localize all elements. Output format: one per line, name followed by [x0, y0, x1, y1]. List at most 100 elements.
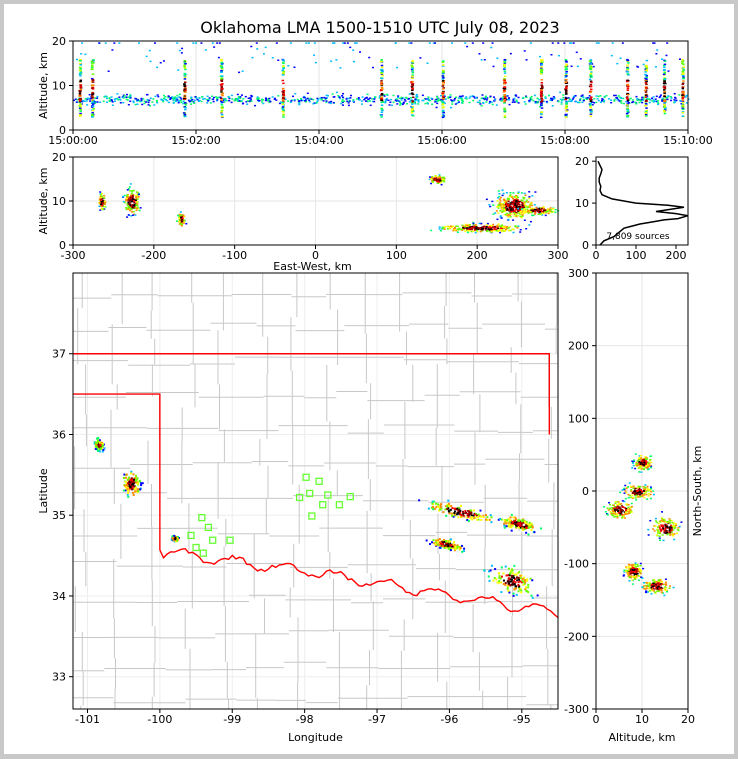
time-height-source — [220, 71, 223, 73]
time-height-source — [91, 97, 94, 99]
time-height-source — [148, 100, 150, 102]
time-height-source — [358, 97, 360, 99]
time-height-source — [508, 99, 510, 101]
ns-altitude-source — [670, 525, 672, 527]
time-height-source — [466, 46, 468, 48]
time-height-source — [245, 96, 247, 98]
time-height-source — [380, 100, 383, 102]
plan-view-source — [503, 572, 505, 574]
ns-altitude-source — [609, 511, 611, 513]
ns-altitude-source — [644, 484, 646, 486]
time-height-source — [645, 81, 648, 83]
time-height-source — [282, 74, 285, 76]
time-height-source — [663, 87, 666, 89]
time-height-source — [679, 58, 681, 60]
ew-altitude-source — [475, 224, 477, 226]
ew-altitude-source — [522, 203, 524, 205]
ns-altitude-source — [627, 510, 629, 512]
time-height-source — [256, 42, 258, 44]
plan-view-source — [463, 550, 465, 552]
time-height-source — [281, 91, 284, 93]
time-height-source — [180, 98, 182, 100]
time-height-source — [224, 100, 226, 102]
time-height-source — [600, 102, 602, 104]
ew-altitude-source — [481, 228, 483, 230]
time-height-source — [651, 100, 653, 102]
plan-view-source — [452, 547, 454, 549]
time-height-source — [396, 67, 398, 69]
plan-view-source — [439, 509, 441, 511]
time-height-source — [442, 64, 445, 66]
time-height-source — [395, 42, 397, 44]
time-height-source — [590, 76, 593, 78]
ew-altitude-source — [527, 206, 529, 208]
ew-altitude-source — [463, 228, 465, 230]
time-height-source — [172, 99, 174, 101]
time-height-source — [626, 59, 629, 61]
time-height-source — [664, 79, 667, 81]
time-height-source — [590, 67, 593, 69]
ew-altitude-source — [497, 204, 499, 206]
time-height-source — [663, 104, 666, 106]
time-height-source — [551, 98, 553, 100]
time-height-source — [666, 42, 668, 44]
time-height-source — [411, 61, 414, 63]
time-height-source — [235, 98, 237, 100]
plan-view-source — [511, 570, 513, 572]
time-height-source — [525, 103, 527, 105]
ns-altitude-source — [628, 507, 630, 509]
ns-altitude-source — [643, 464, 645, 466]
time-height-source — [675, 97, 677, 99]
time-height-source — [486, 99, 488, 101]
plan-view-source — [460, 514, 462, 516]
time-height-source — [282, 111, 285, 113]
ns-altitude-source — [643, 468, 645, 470]
ew-altitude-source — [530, 221, 532, 223]
time-height-source — [140, 99, 142, 101]
time-height-source — [92, 73, 95, 75]
time-height-source — [149, 50, 151, 52]
plan-view-source — [492, 580, 494, 582]
time-height-source — [442, 80, 445, 82]
time-height-source — [565, 60, 568, 62]
time-height-source — [220, 59, 223, 61]
ew-altitude-source — [518, 206, 520, 208]
time-height-source — [500, 98, 502, 100]
plan-view-source — [514, 584, 516, 586]
plan-view-source — [99, 450, 101, 452]
ns-altitude-source — [620, 503, 622, 505]
time-height-source — [315, 62, 317, 64]
time-height-source — [333, 102, 335, 104]
time-height-source — [645, 115, 648, 117]
time-height-source — [282, 83, 285, 85]
ns-altitude-source — [673, 525, 675, 527]
ew-altitude-source — [457, 231, 459, 233]
time-height-source — [540, 103, 543, 105]
ew-altitude-source — [486, 226, 488, 228]
ns-altitude-source — [675, 523, 677, 525]
time-height-ytick-label: 10 — [52, 80, 66, 93]
plan-view-source — [471, 518, 473, 520]
time-height-source — [382, 101, 384, 103]
ew-altitude-source — [514, 199, 516, 201]
time-height-source — [504, 59, 507, 61]
time-height-source — [590, 98, 593, 100]
ns-altitude-source — [629, 564, 631, 566]
plan-view-source — [127, 492, 129, 494]
time-height-source — [586, 98, 588, 100]
time-height-source — [565, 101, 568, 103]
time-height-source — [397, 95, 399, 97]
time-height-source — [540, 105, 543, 107]
time-height-source — [503, 67, 506, 69]
ew-altitude-source — [491, 231, 493, 233]
ew-altitude-source — [136, 210, 138, 212]
time-height-source — [80, 89, 83, 91]
ew-altitude-source — [525, 195, 527, 197]
time-height-source — [655, 53, 657, 55]
time-height-source — [645, 91, 648, 93]
time-height-source — [79, 109, 82, 111]
plan-view-source — [509, 584, 511, 586]
time-height-source — [589, 63, 592, 65]
time-height-source — [589, 109, 592, 111]
